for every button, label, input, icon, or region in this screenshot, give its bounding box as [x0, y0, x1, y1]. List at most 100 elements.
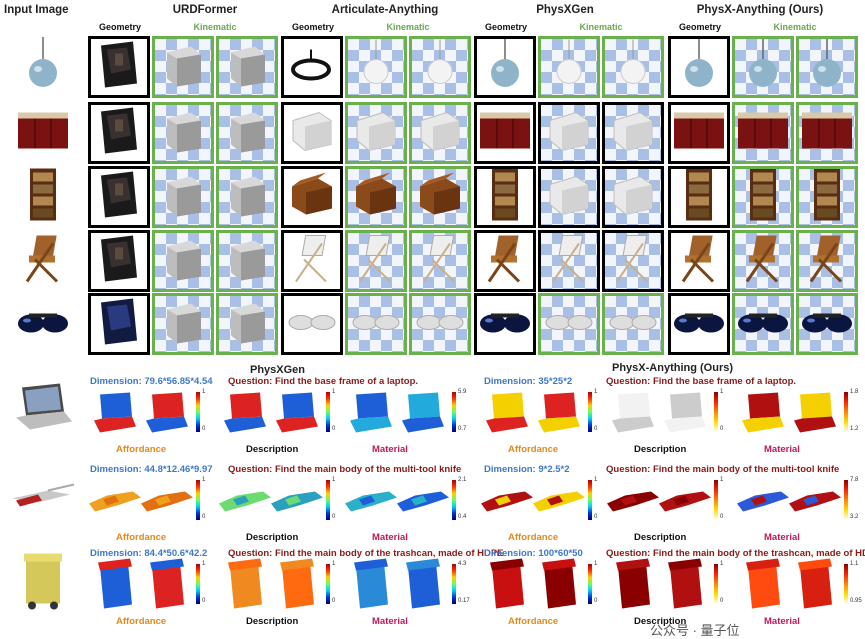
right-colorbar-min-0-1: 0	[720, 426, 724, 432]
left-description-label-1: Description	[246, 532, 299, 543]
left-colorbar-max-0-1: 1	[332, 389, 336, 395]
right-description-render-1-1	[659, 478, 711, 528]
right-colorbar-0-2	[844, 392, 848, 432]
left-colorbar-max-1-1: 1	[332, 477, 336, 483]
bottom-input-laptop	[6, 378, 80, 442]
right-description-render-0-0	[608, 390, 658, 440]
left-material-render-1-0	[345, 478, 397, 528]
articulate-anything-kinematic-1-bookshelf	[345, 166, 407, 228]
urdformer-geometry-chair	[88, 230, 150, 292]
right-dimension-2: Dimension: 100*60*50	[484, 548, 583, 559]
physxgen-geometry-cabinet	[474, 102, 536, 164]
physxgen-kinematic-1-cabinet	[538, 102, 600, 164]
left-material-render-2-0	[346, 558, 396, 612]
right-affordance-label-0: Affordance	[508, 444, 559, 455]
input-image-header: Input Image	[4, 4, 69, 16]
urdformer-kinematic-1-lamp	[152, 36, 214, 98]
right-colorbar-1-2	[844, 480, 848, 520]
left-colorbar-2-0	[196, 564, 200, 604]
physx-anything-geometry-sunglasses	[668, 293, 730, 355]
right-colorbar-1-1	[714, 480, 718, 520]
right-colorbar-min-2-0: 0	[594, 598, 598, 604]
input-image-chair	[6, 230, 80, 292]
physx-anything-kinematic-2-sunglasses	[796, 293, 858, 355]
right-colorbar-min-0-0: 0	[594, 426, 598, 432]
ours-geometry-label: Geometry	[678, 22, 722, 32]
articulate-anything-kinematic-2-cabinet	[409, 102, 471, 164]
articulate-geometry-label: Geometry	[291, 22, 335, 32]
right-colorbar-min-1-0: 0	[594, 514, 598, 520]
urdformer-kinematic-1-bookshelf	[152, 166, 214, 228]
physxgen-geometry-lamp	[474, 36, 536, 98]
urdformer-geometry-label: Geometry	[98, 22, 142, 32]
physxgen-kinematic-2-cabinet	[602, 102, 664, 164]
left-colorbar-max-2-1: 1	[332, 561, 336, 567]
left-description-render-0-1	[272, 390, 322, 440]
physx-anything-kinematic-2-chair	[796, 230, 858, 292]
right-colorbar-max-0-0: 1	[594, 389, 598, 395]
left-question-0: Question: Find the base frame of a lapto…	[228, 376, 419, 387]
right-material-label-1: Material	[764, 532, 800, 543]
right-question-2: Question: Find the main body of the tras…	[606, 548, 865, 559]
right-affordance-label-1: Affordance	[508, 532, 559, 543]
articulate-anything-geometry-sunglasses	[281, 293, 343, 355]
articulate-anything-kinematic-2-sunglasses	[409, 293, 471, 355]
right-affordance-render-1-0	[481, 478, 533, 528]
left-affordance-render-0-0	[90, 390, 140, 440]
physx-anything-kinematic-1-sunglasses	[732, 293, 794, 355]
method-header-articulate-anything: Articulate-Anything	[331, 4, 439, 16]
right-affordance-render-0-0	[482, 390, 532, 440]
right-material-render-1-0	[737, 478, 789, 528]
urdformer-geometry-cabinet	[88, 102, 150, 164]
urdformer-kinematic-2-chair	[216, 230, 278, 292]
right-colorbar-0-1	[714, 392, 718, 432]
right-colorbar-max-2-1: 1	[720, 561, 724, 567]
watermark: 公众号 · 量子位	[650, 623, 740, 638]
physxgen-geometry-chair	[474, 230, 536, 292]
left-description-label-0: Description	[246, 444, 299, 455]
right-material-render-2-1	[790, 558, 840, 612]
right-colorbar-min-0-2: 1.2	[850, 426, 859, 432]
left-description-render-1-0	[219, 478, 271, 528]
physxgen-geometry-sunglasses	[474, 293, 536, 355]
right-description-label-2: Description	[634, 616, 687, 627]
right-description-render-2-1	[660, 558, 710, 612]
right-description-render-0-1	[660, 390, 710, 440]
right-material-render-0-0	[738, 390, 788, 440]
articulate-kinematic-label: Kinematic	[386, 22, 430, 32]
left-description-label-2: Description	[246, 616, 299, 627]
left-colorbar-min-0-0: 0	[202, 426, 206, 432]
articulate-anything-kinematic-1-lamp	[345, 36, 407, 98]
left-colorbar-min-2-1: 0	[332, 598, 336, 604]
right-material-label-0: Material	[764, 444, 800, 455]
physx-anything-kinematic-1-chair	[732, 230, 794, 292]
left-material-render-2-1	[398, 558, 448, 612]
urdformer-kinematic-2-cabinet	[216, 102, 278, 164]
articulate-anything-kinematic-2-lamp	[409, 36, 471, 98]
right-colorbar-max-0-2: 1.8	[850, 389, 859, 395]
left-affordance-render-1-1	[141, 478, 193, 528]
right-material-render-0-1	[790, 390, 840, 440]
left-material-render-0-0	[346, 390, 396, 440]
input-image-lamp	[6, 36, 80, 98]
right-colorbar-1-0	[588, 480, 592, 520]
left-colorbar-min-2-2: 0.17	[458, 598, 470, 604]
articulate-anything-geometry-cabinet	[281, 102, 343, 164]
left-affordance-render-2-0	[90, 558, 140, 612]
right-affordance-render-2-0	[482, 558, 532, 612]
right-colorbar-min-1-1: 0	[720, 514, 724, 520]
right-description-label-1: Description	[634, 532, 687, 543]
articulate-anything-kinematic-1-cabinet	[345, 102, 407, 164]
left-colorbar-0-2	[452, 392, 456, 432]
right-colorbar-min-2-2: 0.95	[850, 598, 862, 604]
physx-anything-geometry-cabinet	[668, 102, 730, 164]
left-colorbar-min-0-2: 0.7	[458, 426, 467, 432]
right-question-0: Question: Find the base frame of a lapto…	[606, 376, 797, 387]
physxgen-kinematic-1-lamp	[538, 36, 600, 98]
urdformer-geometry-bookshelf	[88, 166, 150, 228]
left-affordance-render-1-0	[89, 478, 141, 528]
left-dimension-1: Dimension: 44.8*12.46*9.97	[90, 464, 213, 475]
urdformer-kinematic-1-chair	[152, 230, 214, 292]
left-affordance-render-0-1	[142, 390, 192, 440]
urdformer-kinematic-2-lamp	[216, 36, 278, 98]
